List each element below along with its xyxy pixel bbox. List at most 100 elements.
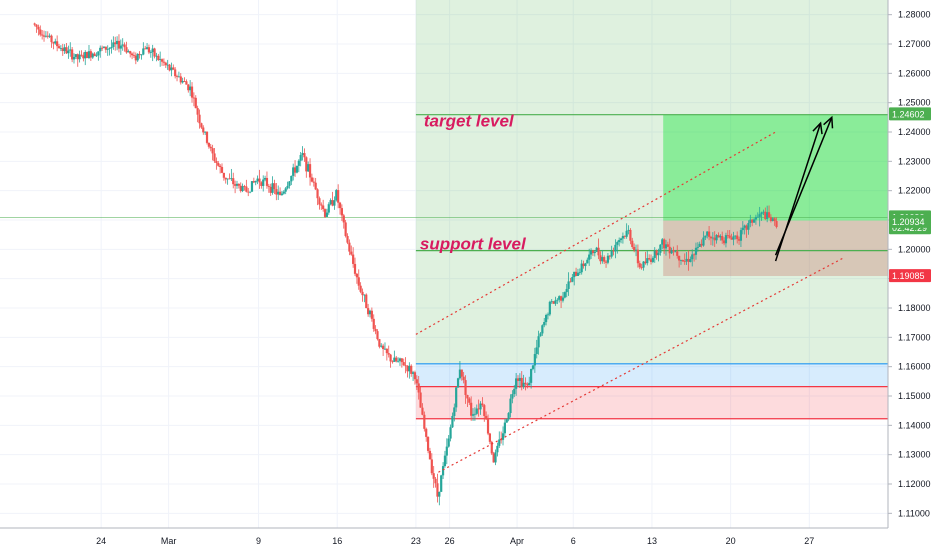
candle-body [372, 318, 375, 329]
candle-body [470, 402, 473, 416]
candle-body [561, 297, 565, 301]
candle-body [170, 67, 173, 71]
candle-body [346, 236, 349, 243]
candle-body [584, 263, 587, 267]
candle-body [520, 377, 523, 387]
candle-body [646, 258, 649, 264]
price-tag-bg [889, 214, 931, 228]
candle-body [648, 258, 651, 260]
candle-body [552, 301, 555, 304]
date-tick-label: 16 [332, 536, 342, 546]
candle-body [501, 433, 505, 440]
candle-body [528, 382, 531, 386]
candle-body [515, 378, 518, 389]
candle-body [415, 379, 418, 384]
candle-body [361, 291, 364, 296]
candle-body [397, 360, 400, 362]
candle-body [376, 331, 379, 340]
candle-body [574, 271, 578, 276]
candle-body [352, 254, 355, 264]
projection-arrow-line [774, 117, 833, 256]
fib-zones [415, 0, 932, 419]
candle-body [307, 164, 310, 172]
candle-body [74, 54, 77, 57]
candle-body [243, 186, 246, 187]
fib-blue-band [415, 363, 932, 387]
candle-body [633, 246, 636, 251]
candle-body [619, 238, 623, 241]
candle-body [634, 249, 638, 251]
time-axis-bg [0, 528, 932, 550]
price-tick-label: 1.23000 [898, 156, 931, 166]
candle-body [385, 348, 388, 354]
candle-body [445, 446, 448, 456]
candle-body [689, 259, 692, 262]
candle-body [284, 188, 287, 192]
candle-body [631, 240, 634, 247]
candle-body [604, 261, 608, 263]
candle-body [256, 178, 259, 182]
candle-body [144, 48, 147, 50]
price-tick-label: 1.12000 [898, 479, 931, 489]
candle-body [228, 178, 231, 180]
candle-body [597, 247, 600, 256]
candle-body [350, 251, 353, 255]
candle-body [367, 308, 370, 315]
trend-channel-line [438, 257, 844, 473]
date-tick-label: 20 [726, 536, 736, 546]
candle-body [247, 191, 250, 193]
candle-body [524, 382, 527, 385]
candle-body [368, 310, 372, 315]
candle-body [190, 86, 194, 98]
candle-body [383, 348, 387, 350]
candle-body [196, 108, 199, 115]
candle-body [640, 267, 643, 269]
candle-body [419, 392, 422, 408]
candle-body [726, 235, 729, 236]
candle-body [589, 250, 593, 255]
date-tick-label: 23 [411, 536, 421, 546]
date-tick-label: 24 [96, 536, 106, 546]
candle-body [322, 205, 325, 210]
candle-body [86, 51, 89, 59]
candle-body [198, 114, 201, 124]
candle-body [567, 281, 570, 289]
candle-body [707, 231, 711, 237]
candle-body [387, 353, 390, 355]
candle-body [411, 372, 415, 374]
candle-body [696, 246, 699, 248]
candle-body [756, 216, 759, 218]
candle-body [299, 154, 302, 161]
candle-body [664, 244, 668, 249]
price-tag-label: 1.24602 [892, 109, 925, 119]
candle-body [413, 372, 417, 380]
candle-body [511, 394, 514, 399]
price-tick-label: 1.15000 [898, 391, 931, 401]
candle-body [80, 54, 83, 56]
candle-body [232, 178, 235, 185]
candle-body [235, 183, 239, 186]
price-tick-label: 1.13000 [898, 450, 931, 460]
candle-body [342, 215, 345, 223]
candle-body [340, 208, 343, 216]
candle-body [101, 47, 104, 49]
candle-body [117, 40, 121, 49]
candle-body [554, 300, 557, 304]
candle-body [93, 53, 96, 57]
candle-body [537, 336, 540, 348]
price-tick-label: 1.25000 [898, 98, 931, 108]
candle-body [132, 55, 136, 56]
candle-body [277, 191, 280, 195]
candle-body [344, 222, 347, 237]
price-tag-bg [889, 107, 931, 121]
candle-body [543, 322, 546, 326]
candle-body [618, 240, 621, 243]
candle-body [754, 216, 758, 220]
candle-body [541, 325, 544, 334]
candle-body [771, 218, 774, 221]
candle-body [71, 49, 74, 60]
candle-body [72, 56, 76, 60]
candle-body [464, 380, 467, 396]
candle-body [425, 428, 428, 437]
